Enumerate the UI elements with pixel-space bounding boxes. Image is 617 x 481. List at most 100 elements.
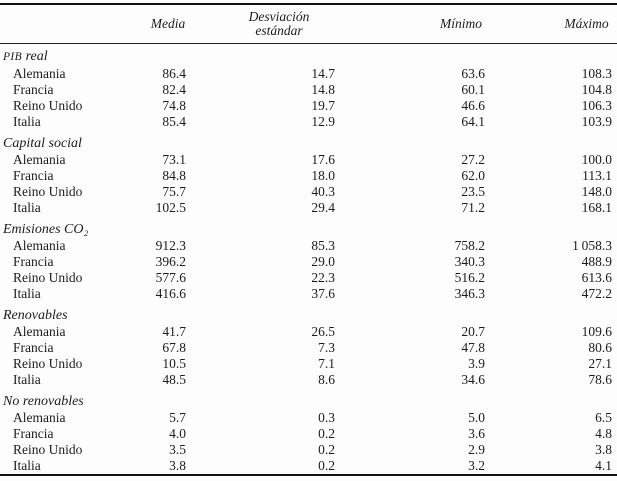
group-header-row: No renovables: [0, 388, 617, 410]
value-cell-media: 3.8: [169, 458, 186, 473]
country-cell: Italia: [13, 372, 41, 387]
value-cell-desviacion-estandar: 26.5: [311, 324, 335, 339]
table-row: Francia 396.2 29.0 340.3 488.9: [0, 254, 617, 270]
value-cell-media: 75.7: [162, 184, 186, 199]
value-cell-minimo: 2.9: [468, 442, 485, 457]
value-cell-maximo: 613.6: [581, 270, 612, 285]
value-cell-desviacion-estandar: 17.6: [311, 152, 335, 167]
country-cell: Alemania: [13, 66, 66, 81]
value-cell-minimo: 71.2: [461, 200, 485, 215]
value-cell-minimo: 3.6: [468, 426, 485, 441]
table-row: Francia 84.8 18.0 62.0 113.1: [0, 168, 617, 184]
table-row: Alemania 86.4 14.7 63.6 108.3: [0, 66, 617, 82]
value-cell-minimo: 758.2: [454, 238, 485, 253]
value-cell-media: 67.8: [162, 340, 186, 355]
value-cell-media: 396.2: [155, 254, 186, 269]
value-cell-media: 74.8: [162, 98, 186, 113]
group-label: PIB real: [3, 49, 48, 64]
group-label: Capital social: [3, 136, 82, 151]
value-cell-maximo: 472.2: [581, 286, 612, 301]
group-header-row: Renovables: [0, 302, 617, 324]
table-row: Francia 82.4 14.8 60.1 104.8: [0, 82, 617, 98]
country-cell: Francia: [13, 426, 54, 441]
value-cell-desviacion-estandar: 85.3: [311, 238, 335, 253]
value-cell-desviacion-estandar: 22.3: [311, 270, 335, 285]
value-cell-desviacion-estandar: 14.7: [311, 66, 335, 81]
table-row: Italia 48.5 8.6 34.6 78.6: [0, 372, 617, 388]
group-header-row: Emisiones CO₂: [0, 216, 617, 238]
value-cell-minimo: 34.6: [461, 372, 485, 387]
value-cell-desviacion-estandar: 18.0: [311, 168, 335, 183]
value-cell-minimo: 27.2: [461, 152, 485, 167]
table-header-row: Media Desviación estándar Mínimo Máximo: [0, 5, 617, 44]
group-label: No renovables: [3, 394, 84, 409]
value-cell-desviacion-estandar: 40.3: [311, 184, 335, 199]
value-cell-maximo: 1 058.3: [572, 238, 612, 253]
value-cell-minimo: 340.3: [454, 254, 485, 269]
value-cell-desviacion-estandar: 0.2: [318, 458, 335, 473]
country-cell: Francia: [13, 168, 54, 183]
value-cell-desviacion-estandar: 37.6: [311, 286, 335, 301]
value-cell-desviacion-estandar: 14.8: [311, 82, 335, 97]
value-cell-desviacion-estandar: 12.9: [311, 114, 335, 129]
col-header-media-label: Media: [150, 15, 186, 31]
value-cell-media: 912.3: [155, 238, 186, 253]
value-cell-media: 4.0: [169, 426, 186, 441]
table-row: Alemania 41.7 26.5 20.7 109.6: [0, 324, 617, 340]
col-header-media: Media: [132, 5, 204, 44]
value-cell-maximo: 80.6: [588, 340, 612, 355]
value-cell-desviacion-estandar: 8.6: [318, 372, 335, 387]
value-cell-minimo: 20.7: [461, 324, 485, 339]
value-cell-media: 102.5: [155, 200, 186, 215]
table-row: Reino Unido 577.6 22.3 516.2 613.6: [0, 270, 617, 286]
value-cell-media: 577.6: [155, 270, 186, 285]
value-cell-minimo: 516.2: [454, 270, 485, 285]
value-cell-maximo: 27.1: [588, 356, 612, 371]
value-cell-media: 85.4: [162, 114, 186, 129]
group-label-smallcaps: PIB: [3, 51, 23, 63]
value-cell-maximo: 168.1: [581, 200, 612, 215]
table-row: Alemania 5.7 0.3 5.0 6.5: [0, 410, 617, 426]
table-header: Media Desviación estándar Mínimo Máximo: [0, 5, 617, 44]
value-cell-maximo: 106.3: [581, 98, 612, 113]
value-cell-maximo: 4.1: [595, 458, 612, 473]
group-header-row: Capital social: [0, 130, 617, 152]
value-cell-maximo: 4.8: [595, 426, 612, 441]
value-cell-minimo: 60.1: [461, 82, 485, 97]
value-cell-desviacion-estandar: 19.7: [311, 98, 335, 113]
table-row: Reino Unido 10.5 7.1 3.9 27.1: [0, 356, 617, 372]
value-cell-desviacion-estandar: 0.3: [318, 410, 335, 425]
value-cell-minimo: 5.0: [468, 410, 485, 425]
value-cell-minimo: 46.6: [461, 98, 485, 113]
country-cell: Francia: [13, 82, 54, 97]
table-row: Francia 4.0 0.2 3.6 4.8: [0, 426, 617, 442]
table-row: Francia 67.8 7.3 47.8 80.6: [0, 340, 617, 356]
value-cell-media: 41.7: [162, 324, 186, 339]
country-cell: Reino Unido: [13, 442, 83, 457]
value-cell-minimo: 47.8: [461, 340, 485, 355]
country-cell: Italia: [13, 458, 41, 473]
col-header-minimo: Mínimo: [354, 5, 512, 44]
table-row: Reino Unido 75.7 40.3 23.5 148.0: [0, 184, 617, 200]
value-cell-minimo: 346.3: [454, 286, 485, 301]
value-cell-maximo: 103.9: [581, 114, 612, 129]
value-cell-maximo: 108.3: [581, 66, 612, 81]
value-cell-minimo: 63.6: [461, 66, 485, 81]
group-label: Emisiones CO₂: [3, 222, 89, 237]
value-cell-desviacion-estandar: 0.2: [318, 426, 335, 441]
value-cell-media: 82.4: [162, 82, 186, 97]
group-header-row: PIB real: [0, 44, 617, 67]
value-cell-media: 3.5: [169, 442, 186, 457]
country-cell: Italia: [13, 114, 41, 129]
col-header-desviacion-line1: Desviación: [248, 8, 310, 24]
value-cell-media: 48.5: [162, 372, 186, 387]
value-cell-media: 84.8: [162, 168, 186, 183]
table-row: Reino Unido 74.8 19.7 46.6 106.3: [0, 98, 617, 114]
table-row: Alemania 912.3 85.3 758.2 1 058.3: [0, 238, 617, 254]
country-cell: Alemania: [13, 324, 66, 339]
value-cell-media: 86.4: [162, 66, 186, 81]
table-row: Italia 416.6 37.6 346.3 472.2: [0, 286, 617, 302]
table-body: PIB real Alemania 86.4 14.7 63.6 108.3 Francia…: [0, 44, 617, 475]
country-cell: Reino Unido: [13, 270, 83, 285]
country-cell: Alemania: [13, 238, 66, 253]
